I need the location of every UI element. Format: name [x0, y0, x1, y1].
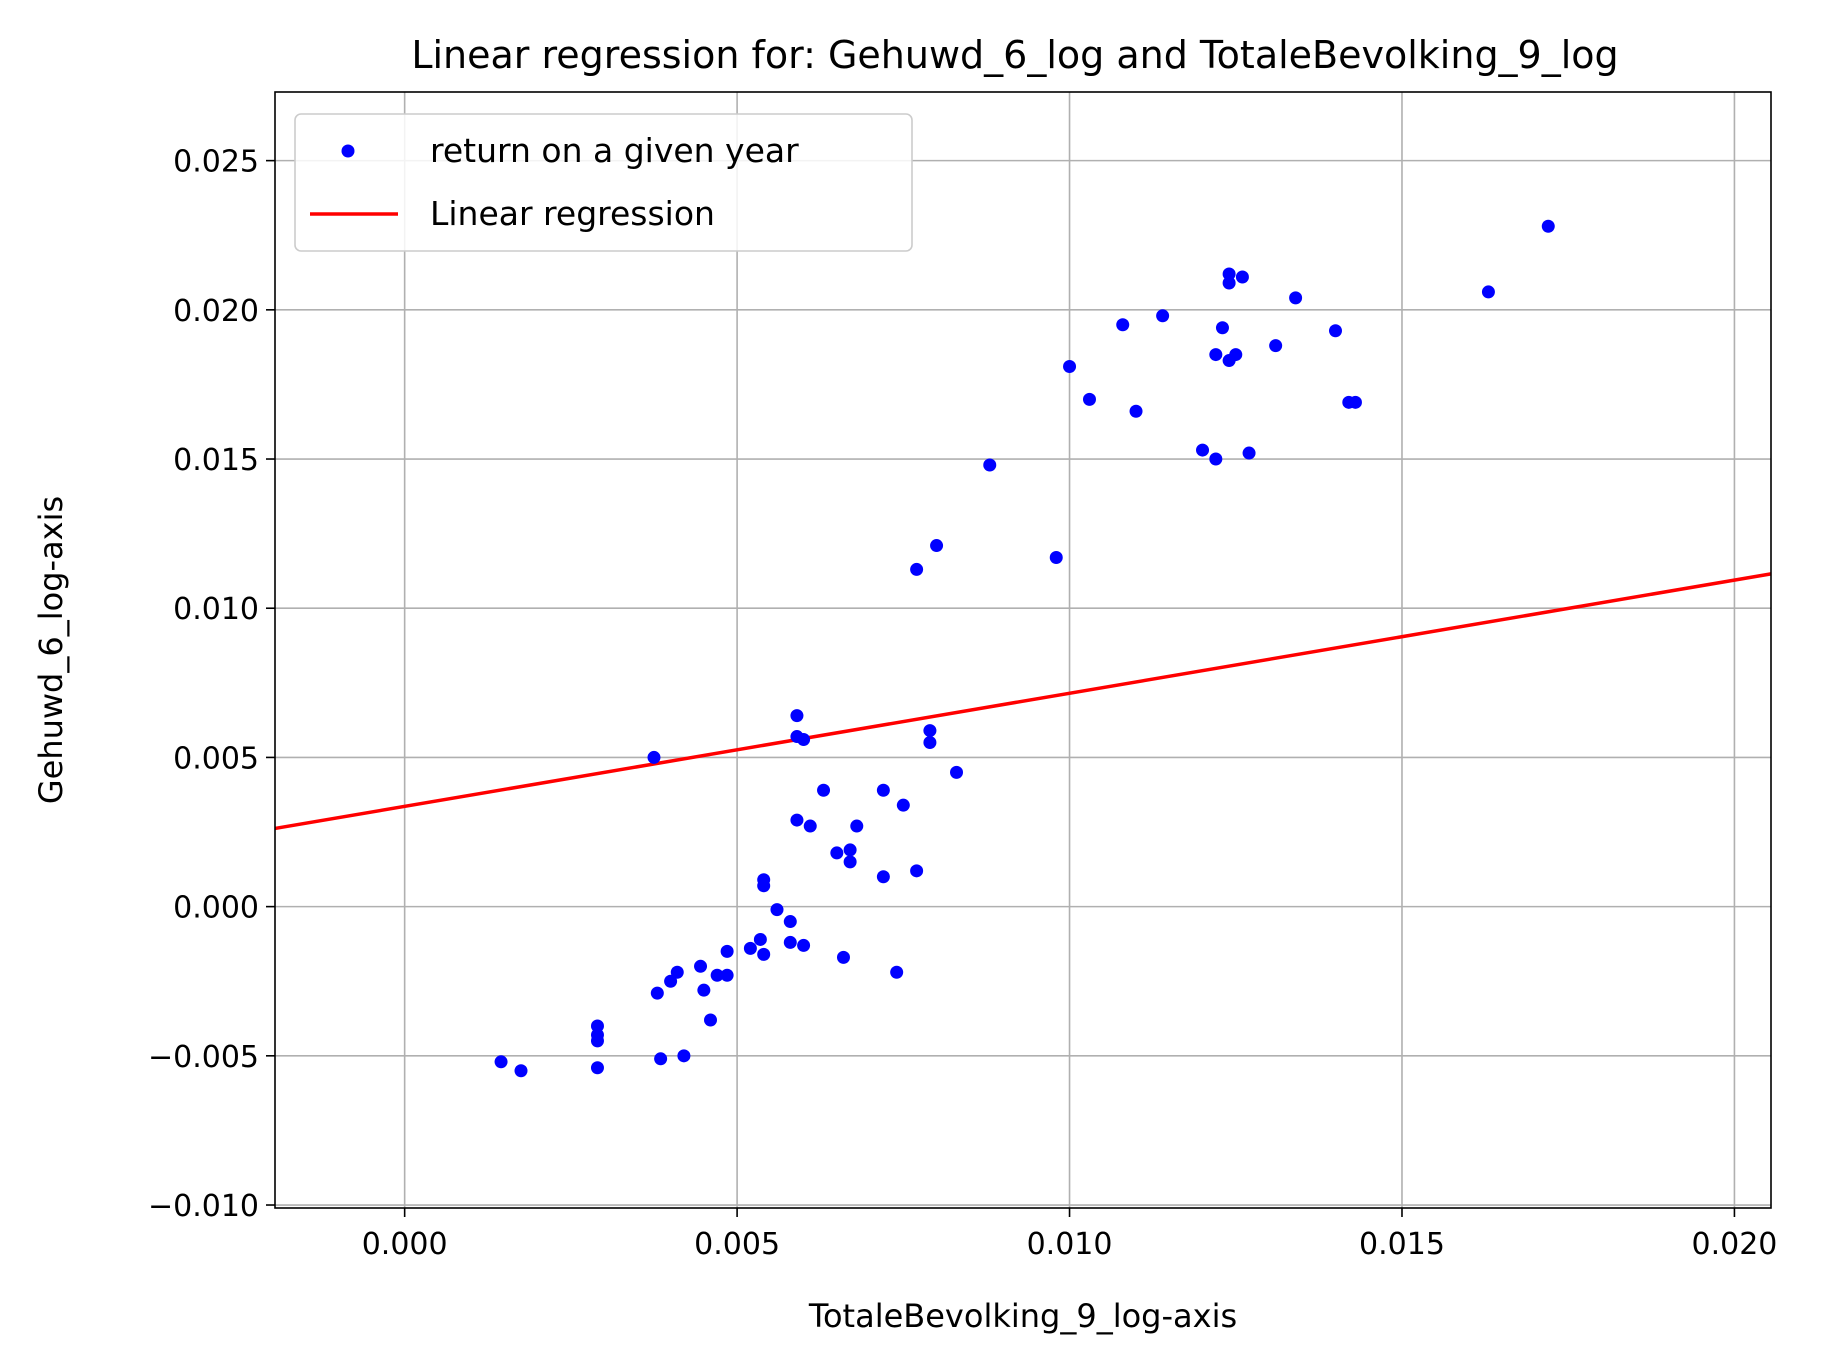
y-tick-label: 0.000: [173, 891, 259, 926]
data-point: [817, 783, 831, 797]
data-point: [647, 750, 661, 764]
data-point: [783, 915, 797, 929]
data-point: [1481, 285, 1495, 299]
data-point: [757, 947, 771, 961]
data-point: [1222, 276, 1236, 290]
x-tick-label: 0.005: [694, 1227, 780, 1262]
data-point: [1209, 348, 1223, 362]
y-tick-label: 0.020: [173, 294, 259, 329]
data-point: [720, 944, 734, 958]
data-point: [590, 1034, 604, 1048]
data-point: [790, 813, 804, 827]
data-point: [1063, 360, 1077, 374]
data-point: [1156, 309, 1170, 323]
data-point: [983, 458, 997, 472]
data-point: [770, 903, 784, 917]
legend-label-points: return on a given year: [430, 131, 799, 170]
data-point: [677, 1049, 691, 1063]
regression-line: [274, 572, 1772, 831]
y-tick-label: 0.010: [173, 592, 259, 627]
data-point: [704, 1013, 718, 1027]
data-point: [1348, 395, 1362, 409]
data-point: [494, 1055, 508, 1069]
data-point: [843, 855, 857, 869]
plot-frame: [274, 91, 1772, 1209]
data-point: [590, 1061, 604, 1075]
data-point: [1049, 550, 1063, 564]
data-point: [1129, 404, 1143, 418]
legend-label-regression: Linear regression: [430, 194, 715, 233]
data-point: [923, 736, 937, 750]
data-point: [1242, 446, 1256, 460]
data-point: [650, 986, 664, 1000]
data-point: [836, 950, 850, 964]
data-point: [710, 968, 724, 982]
y-axis-label: Gehuwd_6_log-axis: [32, 496, 70, 804]
chart-title: Linear regression for: Gehuwd_6_log and …: [411, 33, 1618, 77]
data-point: [797, 733, 811, 747]
data-point: [950, 765, 964, 779]
data-point: [697, 983, 711, 997]
data-point: [1196, 443, 1210, 457]
data-point: [1229, 348, 1243, 362]
x-axis-label: TotaleBevolking_9_log-axis: [808, 1297, 1237, 1335]
legend-box: [294, 113, 913, 252]
data-point: [590, 1019, 604, 1033]
data-point: [1235, 270, 1249, 284]
data-point: [664, 974, 678, 988]
data-point: [1116, 318, 1130, 332]
regression-layer: [274, 572, 1772, 831]
data-point: [694, 959, 708, 973]
data-point: [930, 539, 944, 553]
y-tick-label: −0.005: [148, 1040, 259, 1075]
x-tick-label: 0.000: [362, 1227, 448, 1262]
data-point: [923, 724, 937, 738]
data-point: [790, 709, 804, 723]
data-point: [890, 965, 904, 979]
data-point: [910, 864, 924, 878]
data-point: [830, 846, 844, 860]
data-point: [1215, 321, 1229, 335]
data-point: [797, 938, 811, 952]
y-tick-label: 0.025: [173, 145, 259, 180]
data-point: [1328, 324, 1342, 338]
x-axis-ticks: 0.000 0.005 0.010 0.015 0.020: [362, 1208, 1777, 1262]
x-tick-label: 0.020: [1691, 1227, 1777, 1262]
data-point: [1269, 339, 1283, 353]
data-point: [1082, 392, 1096, 406]
grid: [275, 92, 1771, 1208]
data-point: [850, 819, 864, 833]
data-point: [514, 1064, 528, 1078]
data-point: [1541, 219, 1555, 233]
legend-marker-points: [341, 144, 355, 158]
data-point: [783, 935, 797, 949]
x-tick-label: 0.015: [1359, 1227, 1445, 1262]
data-point: [720, 968, 734, 982]
data-point: [910, 562, 924, 576]
data-point: [803, 819, 817, 833]
data-point: [654, 1052, 668, 1066]
data-point: [753, 932, 767, 946]
data-point: [743, 941, 757, 955]
y-tick-label: −0.010: [148, 1189, 259, 1224]
y-tick-label: 0.015: [173, 443, 259, 478]
legend: return on a given year Linear regression: [294, 113, 913, 252]
data-point: [843, 843, 857, 857]
x-tick-label: 0.010: [1027, 1227, 1113, 1262]
data-point: [1289, 291, 1303, 305]
data-points: [494, 219, 1555, 1078]
data-point: [1209, 452, 1223, 466]
y-axis-ticks: −0.010 −0.005 0.000 0.005 0.010 0.015 0.020 0.0…: [148, 145, 275, 1224]
data-point: [876, 870, 890, 884]
data-point: [670, 965, 684, 979]
data-point: [896, 798, 910, 812]
y-tick-label: 0.005: [173, 741, 259, 776]
data-point: [1222, 267, 1236, 281]
data-point: [876, 783, 890, 797]
data-point: [757, 879, 771, 893]
